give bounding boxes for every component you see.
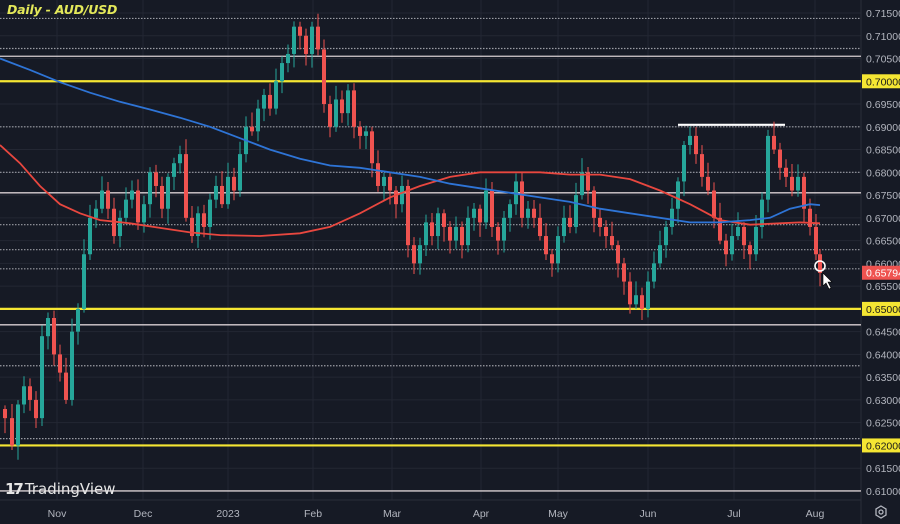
svg-text:Jun: Jun [640, 508, 657, 520]
tradingview-logo-icon: 17 [5, 480, 24, 498]
moving-averages [0, 57, 821, 237]
settings-gear-icon[interactable] [874, 505, 888, 519]
cursor-overlay [814, 260, 833, 290]
svg-text:2023: 2023 [216, 508, 240, 520]
candlesticks [3, 13, 822, 460]
svg-text:Aug: Aug [806, 508, 825, 520]
chart-title: Daily - AUD/USD [7, 2, 118, 17]
svg-text:Mar: Mar [383, 508, 402, 520]
horizontal-levels [0, 17, 861, 492]
svg-text:Nov: Nov [48, 508, 67, 520]
svg-text:May: May [548, 508, 569, 520]
svg-text:Apr: Apr [473, 508, 490, 520]
svg-text:0.65794: 0.65794 [866, 268, 900, 280]
svg-text:Dec: Dec [134, 508, 153, 520]
tradingview-logo: 17 TradingView [5, 480, 116, 498]
logo-text: TradingView [24, 480, 116, 498]
svg-text:Feb: Feb [304, 508, 322, 520]
svg-text:Jul: Jul [727, 508, 740, 520]
time-axis[interactable]: Nov Dec 2023 Feb Mar Apr May Jun Jul Aug [48, 508, 825, 520]
